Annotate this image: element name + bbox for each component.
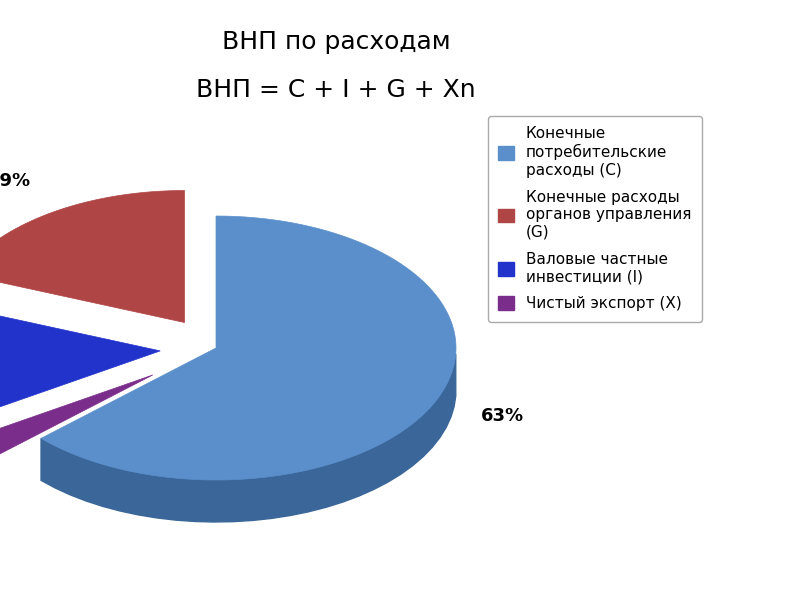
Legend: Конечные
потребительские
расходы (С), Конечные расходы
органов управления
(G), В: Конечные потребительские расходы (С), Ко… xyxy=(488,116,702,322)
Polygon shape xyxy=(0,375,153,466)
Polygon shape xyxy=(41,354,456,522)
Polygon shape xyxy=(0,302,160,422)
Polygon shape xyxy=(0,191,185,323)
Polygon shape xyxy=(41,216,456,480)
Text: 19%: 19% xyxy=(0,172,30,190)
Text: ВНП = С + I + G + Xn: ВНП = С + I + G + Xn xyxy=(196,78,476,102)
Text: 63%: 63% xyxy=(481,407,524,425)
Text: ВНП по расходам: ВНП по расходам xyxy=(222,30,450,54)
